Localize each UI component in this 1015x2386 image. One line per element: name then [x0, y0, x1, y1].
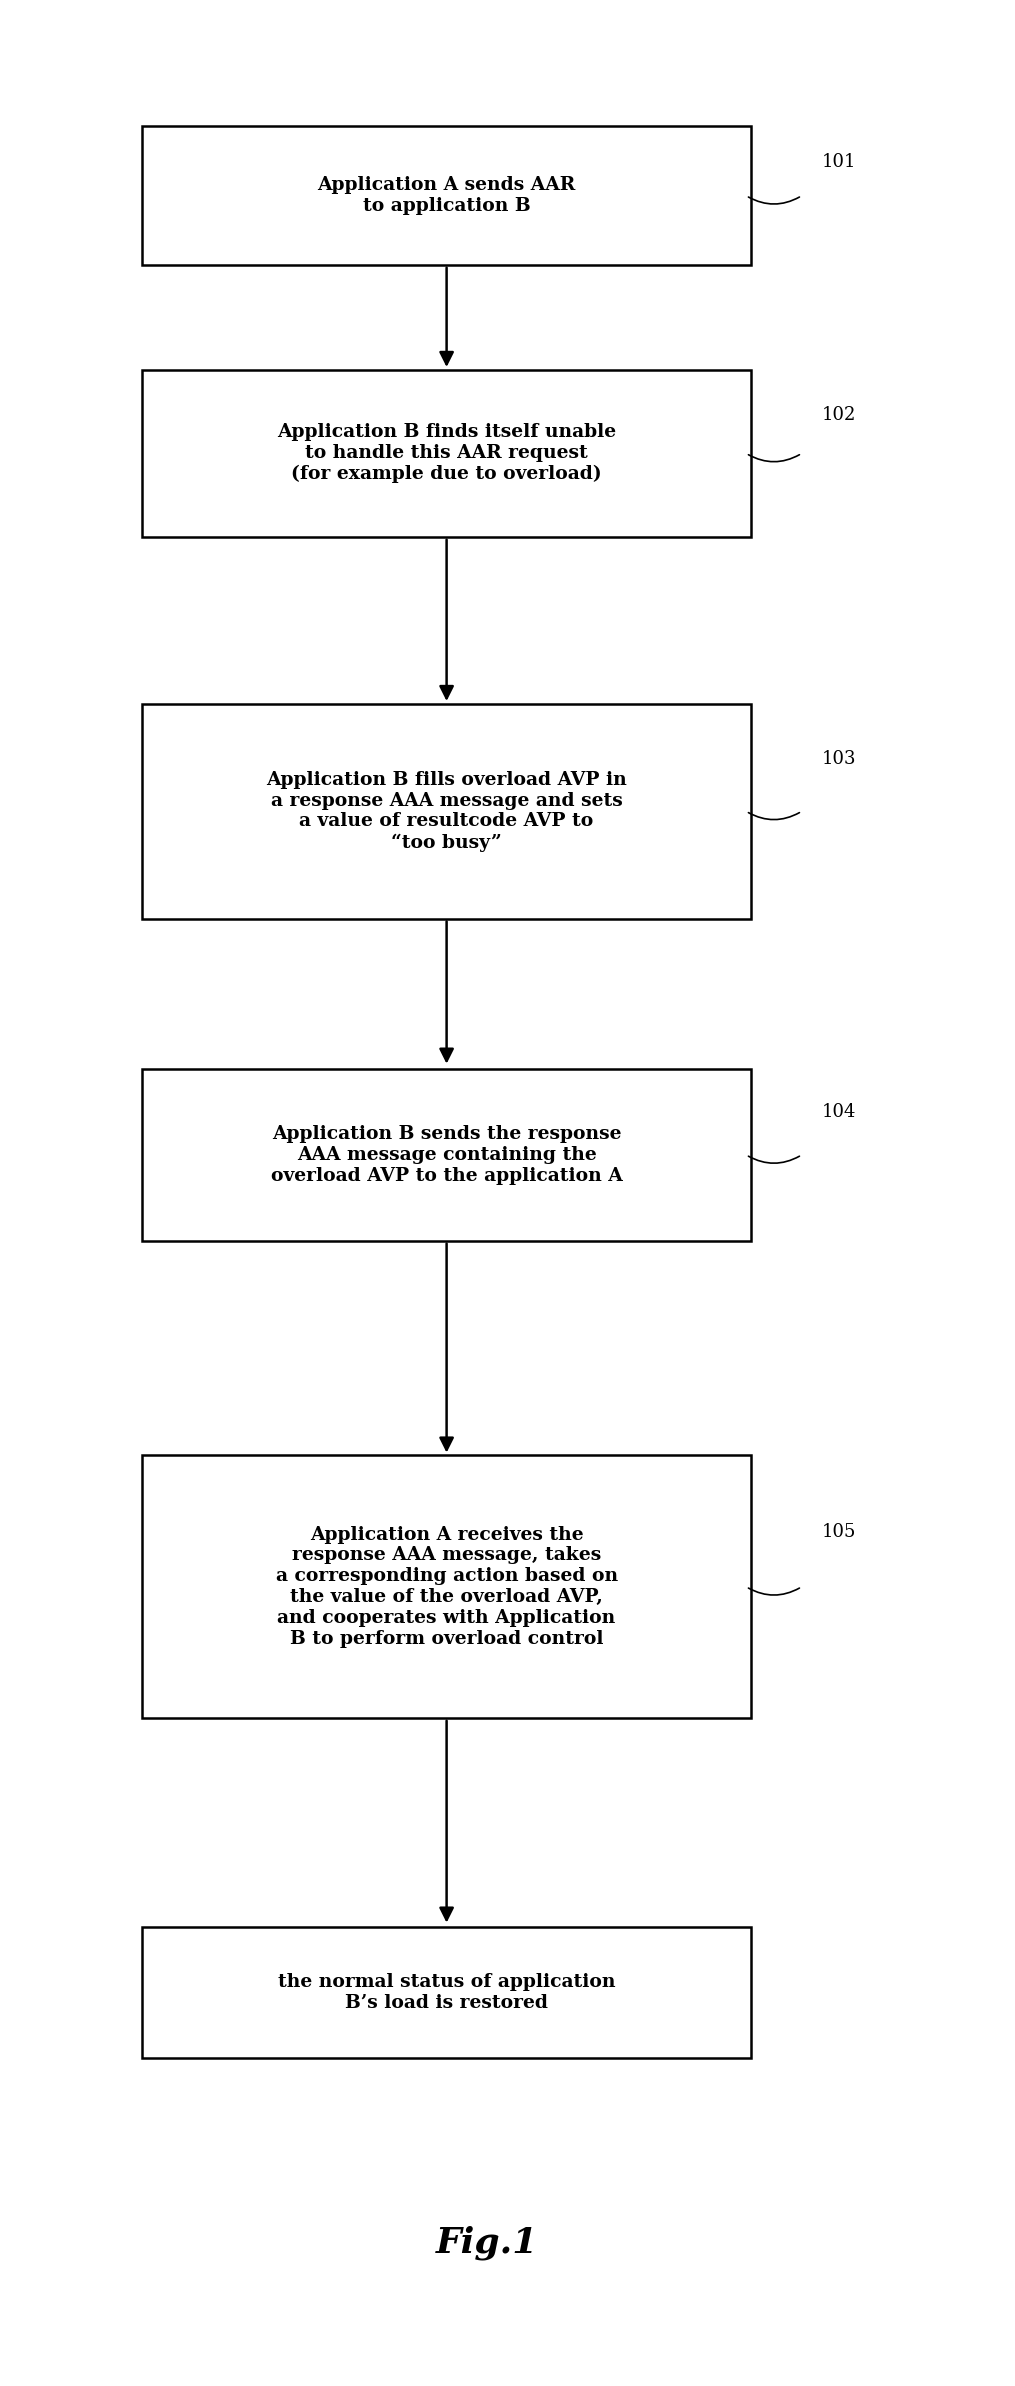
FancyBboxPatch shape [142, 1069, 751, 1241]
FancyBboxPatch shape [142, 1455, 751, 1718]
Text: Fig.1: Fig.1 [436, 2226, 538, 2260]
FancyBboxPatch shape [142, 704, 751, 919]
Text: Application B fills overload AVP in
a response AAA message and sets
a value of r: Application B fills overload AVP in a re… [266, 771, 627, 852]
Text: the normal status of application
B’s load is restored: the normal status of application B’s loa… [278, 1973, 615, 2011]
FancyBboxPatch shape [142, 126, 751, 265]
Text: 104: 104 [822, 1102, 857, 1121]
FancyBboxPatch shape [142, 1928, 751, 2057]
Text: Application A receives the
response AAA message, takes
a corresponding action ba: Application A receives the response AAA … [275, 1525, 618, 1649]
Text: Application B finds itself unable
to handle this AAR request
(for example due to: Application B finds itself unable to han… [277, 422, 616, 484]
Text: Application A sends AAR
to application B: Application A sends AAR to application B [318, 177, 576, 215]
Text: 105: 105 [822, 1522, 857, 1541]
FancyBboxPatch shape [142, 370, 751, 537]
Text: 102: 102 [822, 406, 857, 425]
Text: 103: 103 [822, 749, 857, 768]
Text: Application B sends the response
AAA message containing the
overload AVP to the : Application B sends the response AAA mes… [271, 1126, 622, 1183]
Text: 101: 101 [822, 153, 857, 172]
